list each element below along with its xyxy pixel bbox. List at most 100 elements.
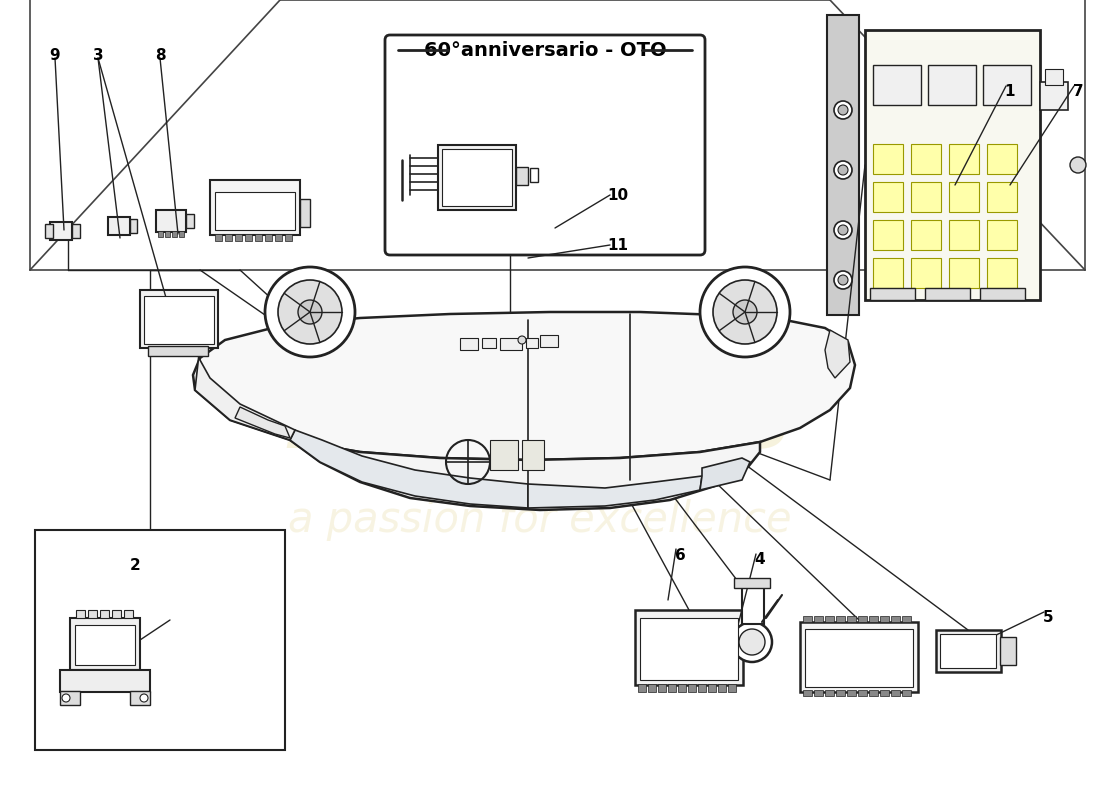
Bar xyxy=(983,65,1031,105)
Circle shape xyxy=(834,271,852,289)
Circle shape xyxy=(278,280,342,344)
Bar xyxy=(75,625,135,665)
Bar xyxy=(949,258,979,288)
Bar xyxy=(825,616,834,622)
Bar xyxy=(825,690,834,696)
Bar xyxy=(45,224,53,238)
Bar xyxy=(891,690,900,696)
Bar xyxy=(108,217,130,235)
Polygon shape xyxy=(195,345,295,440)
Bar xyxy=(76,610,85,618)
Circle shape xyxy=(700,267,790,357)
Circle shape xyxy=(834,101,852,119)
Polygon shape xyxy=(290,430,528,508)
Bar xyxy=(516,167,528,185)
Bar xyxy=(144,296,214,344)
Bar xyxy=(648,684,656,692)
Bar xyxy=(728,684,736,692)
Text: 8: 8 xyxy=(155,47,165,62)
Bar xyxy=(987,182,1018,212)
Text: Eurocars: Eurocars xyxy=(288,372,791,468)
Text: 4: 4 xyxy=(755,553,766,567)
Circle shape xyxy=(265,267,355,357)
Text: 3: 3 xyxy=(92,47,103,62)
Bar xyxy=(500,338,522,350)
Bar xyxy=(1045,69,1063,85)
Bar xyxy=(688,684,696,692)
Bar xyxy=(438,145,516,210)
Bar xyxy=(925,288,970,300)
Bar xyxy=(210,180,300,235)
Bar xyxy=(873,258,903,288)
Text: 60°anniversario - OTO: 60°anniversario - OTO xyxy=(424,41,667,59)
Bar xyxy=(805,629,913,687)
Bar xyxy=(172,231,177,237)
Bar xyxy=(460,338,478,350)
Bar xyxy=(873,182,903,212)
Bar xyxy=(911,220,940,250)
Bar xyxy=(100,610,109,618)
Circle shape xyxy=(834,221,852,239)
Text: 6: 6 xyxy=(674,547,685,562)
Text: a passion for excellence: a passion for excellence xyxy=(288,499,792,541)
Text: 11: 11 xyxy=(607,238,628,253)
Bar xyxy=(836,690,845,696)
Bar xyxy=(214,192,295,230)
Bar xyxy=(1040,82,1068,110)
Bar xyxy=(911,144,940,174)
Bar xyxy=(980,288,1025,300)
Bar xyxy=(140,290,218,348)
Bar xyxy=(800,622,918,692)
Bar xyxy=(60,670,150,692)
Polygon shape xyxy=(825,330,850,378)
Bar xyxy=(186,214,194,228)
Bar xyxy=(124,610,133,618)
Bar xyxy=(891,616,900,622)
Bar xyxy=(35,530,285,750)
Bar xyxy=(60,691,80,705)
Bar xyxy=(214,234,222,241)
Bar xyxy=(88,610,97,618)
Bar xyxy=(658,684,666,692)
Bar xyxy=(179,231,184,237)
Bar xyxy=(940,634,996,668)
Circle shape xyxy=(838,165,848,175)
Polygon shape xyxy=(290,440,760,510)
Bar xyxy=(526,338,538,348)
Bar xyxy=(880,690,889,696)
Circle shape xyxy=(838,105,848,115)
Circle shape xyxy=(838,275,848,285)
Bar xyxy=(902,690,911,696)
Bar xyxy=(873,144,903,174)
Bar xyxy=(847,690,856,696)
Bar xyxy=(949,144,979,174)
Bar xyxy=(72,224,80,238)
Polygon shape xyxy=(235,407,290,438)
Bar xyxy=(490,440,518,470)
Bar xyxy=(949,182,979,212)
Bar xyxy=(158,231,163,237)
Circle shape xyxy=(733,300,757,324)
Bar xyxy=(718,684,726,692)
Text: 1: 1 xyxy=(1004,85,1015,99)
Bar xyxy=(936,630,1001,672)
Circle shape xyxy=(140,694,148,702)
Bar xyxy=(235,234,242,241)
Bar xyxy=(987,220,1018,250)
Bar xyxy=(814,616,823,622)
Bar xyxy=(50,222,72,240)
Bar xyxy=(668,684,676,692)
Bar xyxy=(847,616,856,622)
Bar xyxy=(156,210,186,232)
Bar xyxy=(858,690,867,696)
Bar xyxy=(873,65,921,105)
Bar xyxy=(265,234,272,241)
Circle shape xyxy=(739,629,764,655)
Bar xyxy=(112,610,121,618)
Bar xyxy=(148,346,208,356)
Bar xyxy=(522,440,544,470)
Circle shape xyxy=(732,622,772,662)
Bar xyxy=(870,288,915,300)
Bar xyxy=(226,234,232,241)
Bar xyxy=(869,616,878,622)
